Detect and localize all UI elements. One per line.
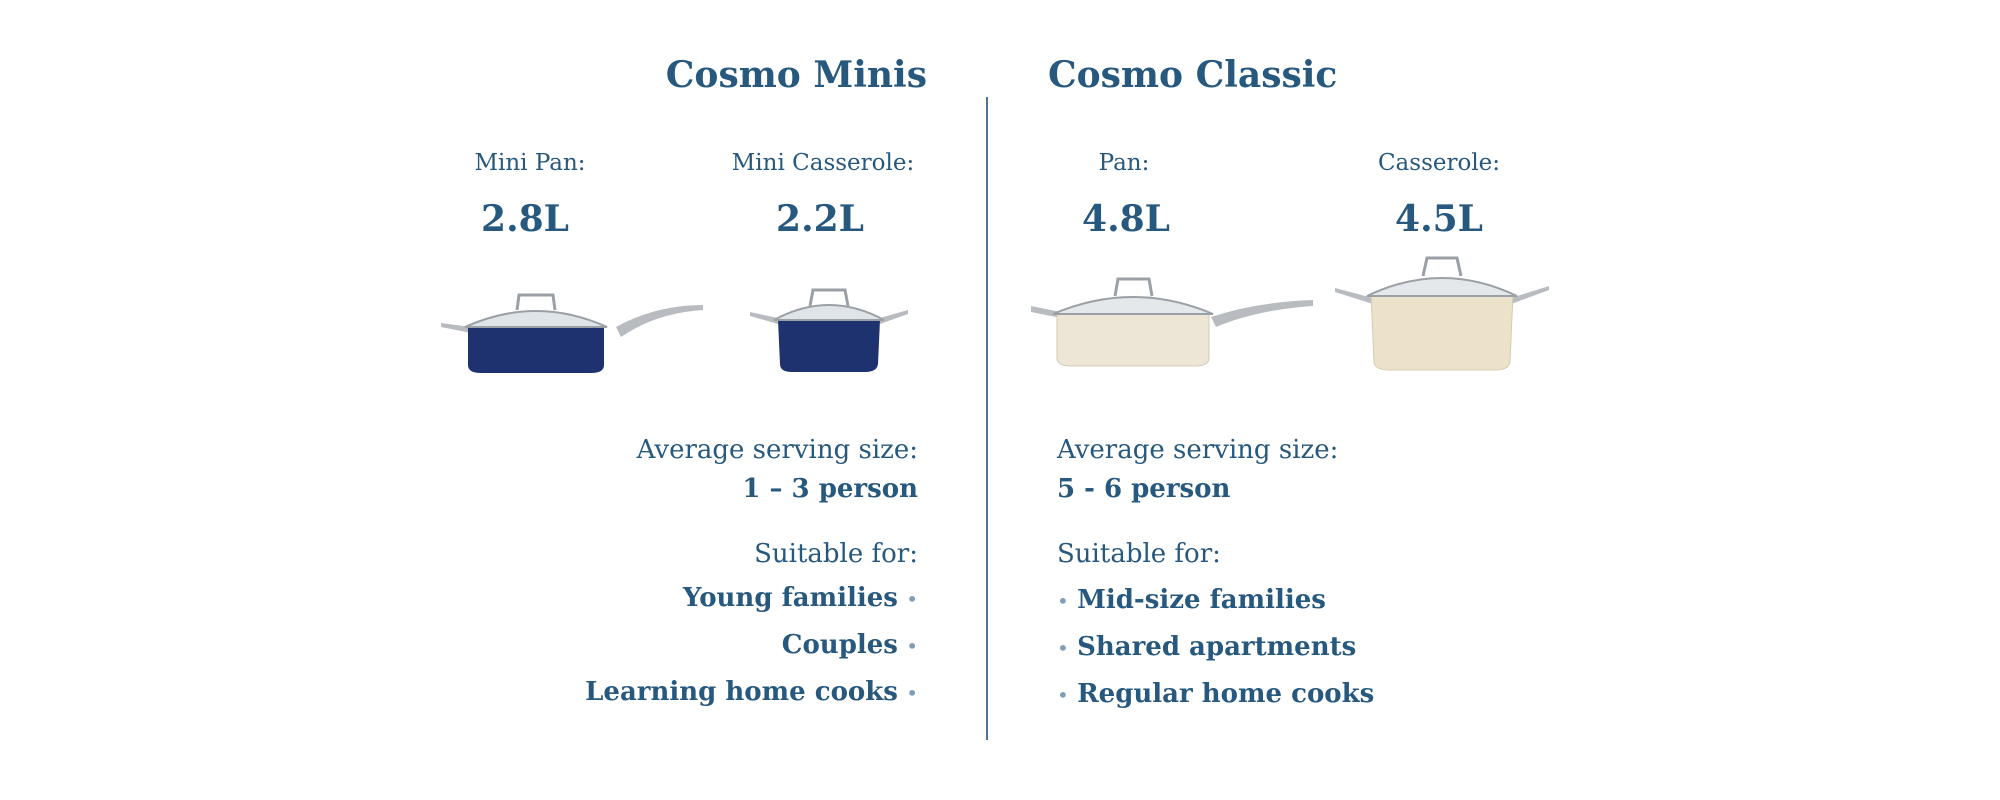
divider xyxy=(986,97,988,740)
minis-serving-value: 1 – 3 person xyxy=(742,474,918,504)
bullet-icon: • xyxy=(1057,589,1069,613)
classic-suitable-item: • Mid-size families xyxy=(1057,585,1326,615)
bullet-icon: • xyxy=(906,681,918,705)
minis-title: Cosmo Minis xyxy=(665,54,927,96)
classic-suitable-label: Suitable for: xyxy=(1057,539,1221,569)
mini-pan-image xyxy=(441,293,703,373)
minis-suitable-item: Learning home cooks • xyxy=(318,677,918,707)
minis-suitable-item: Couples • xyxy=(318,630,918,660)
mini-casserole-label: Mini Casserole: xyxy=(731,150,915,176)
bullet-icon: • xyxy=(906,634,918,658)
pan-image xyxy=(1031,277,1313,367)
bullet-icon: • xyxy=(1057,683,1069,707)
casserole-image xyxy=(1335,256,1549,371)
classic-title: Cosmo Classic xyxy=(1048,54,1338,96)
casserole-volume: 4.5L xyxy=(1395,198,1483,240)
bullet-icon: • xyxy=(1057,636,1069,660)
classic-suitable-item: • Shared apartments xyxy=(1057,632,1356,662)
mini-casserole-volume: 2.2L xyxy=(776,198,864,240)
item-text: Shared apartments xyxy=(1077,632,1357,662)
item-text: Learning home cooks xyxy=(585,677,898,707)
item-text: Young families xyxy=(682,583,898,613)
classic-suitable-item: • Regular home cooks xyxy=(1057,679,1374,709)
mini-pan-volume: 2.8L xyxy=(481,198,569,240)
classic-serving-value: 5 - 6 person xyxy=(1057,474,1231,504)
mini-pan-label: Mini Pan: xyxy=(474,150,586,176)
item-text: Couples xyxy=(781,630,898,660)
pan-label: Pan: xyxy=(1098,150,1150,176)
minis-suitable-label: Suitable for: xyxy=(754,539,918,569)
minis-serving-label: Average serving size: xyxy=(636,435,918,465)
classic-serving-label: Average serving size: xyxy=(1057,435,1339,465)
bullet-icon: • xyxy=(906,587,918,611)
pan-volume: 4.8L xyxy=(1082,198,1170,240)
minis-suitable-item: Young families • xyxy=(318,583,918,613)
item-text: Mid-size families xyxy=(1077,585,1326,615)
mini-casserole-image xyxy=(750,288,908,372)
item-text: Regular home cooks xyxy=(1077,679,1375,709)
casserole-label: Casserole: xyxy=(1377,150,1501,176)
